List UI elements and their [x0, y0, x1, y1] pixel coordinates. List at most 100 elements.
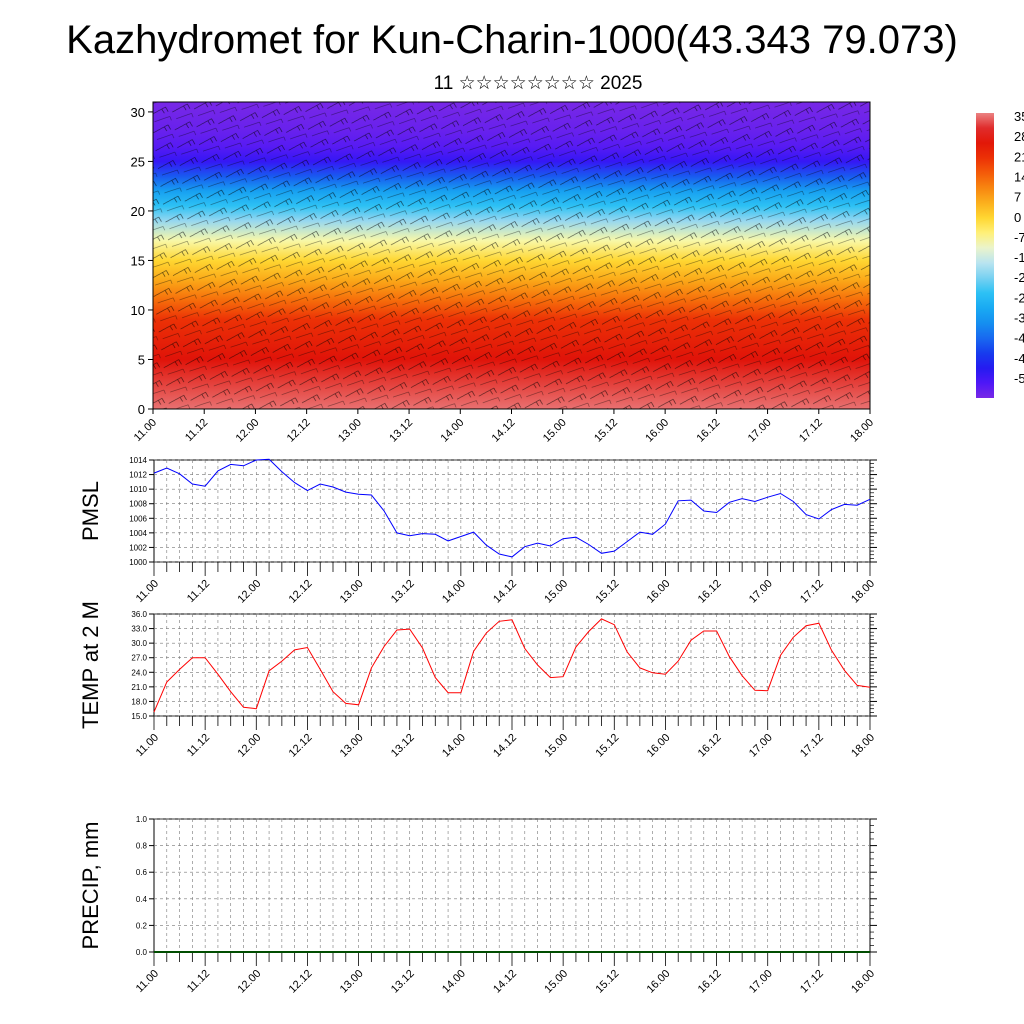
chart-subtitle: 11 ☆☆☆☆☆☆☆☆ 2025: [433, 73, 643, 94]
x-tick-label: 11.12: [185, 968, 212, 995]
y-tick-label: 1008: [129, 500, 147, 509]
colorbar-label: -35: [1014, 311, 1024, 326]
y-tick-label: 0.2: [136, 921, 148, 930]
x-tick-label: 17.12: [797, 417, 825, 445]
x-tick-label: 18.00: [848, 417, 876, 445]
x-tick-label: 14.00: [440, 968, 468, 996]
colorbar-fill: [976, 113, 994, 398]
x-tick-label: 12.00: [235, 732, 263, 760]
x-tick-label: 12.12: [287, 968, 315, 996]
colorbar-label: -49: [1014, 351, 1024, 366]
x-tick-label: 14.00: [438, 417, 466, 445]
pmsl-panel: 1000 1002 1004 1006 1008 1010 1012 1014 11.00 11.…: [78, 456, 877, 606]
colorbar-label: -21: [1014, 270, 1024, 285]
x-tick-label: 15.12: [593, 732, 621, 760]
x-tick-label: 18.00: [849, 968, 877, 996]
x-tick-label: 16.12: [696, 578, 724, 606]
wind-barbs-overlay: [153, 102, 870, 409]
y-tick-label: 5: [138, 352, 145, 367]
y-tick-label: 18.0: [131, 697, 147, 706]
x-tick-label: 16.00: [645, 732, 673, 760]
x-tick-label: 12.00: [234, 417, 262, 445]
colorbar-label: 35: [1014, 109, 1024, 124]
x-tick-label: 13.12: [389, 732, 417, 760]
x-tick-label: 16.00: [645, 968, 673, 996]
x-tick-label: 16.12: [695, 417, 723, 445]
y-tick-label: 1010: [129, 485, 147, 494]
x-tick-label: 15.00: [542, 968, 570, 996]
colorbar-label: 14: [1014, 169, 1024, 184]
x-tick-label: 15.00: [542, 578, 570, 606]
precip-panel: 0.0 0.2 0.4 0.6 0.8 1.0 11.00 11.12 12.00 12.12 13…: [78, 815, 877, 996]
y-tick-label: 1000: [129, 558, 147, 567]
y-tick-label: 27.0: [131, 654, 147, 663]
y-tick-label: 1014: [129, 456, 147, 465]
x-tick-label: 13.00: [338, 968, 366, 996]
temp-panel: 15.0 18.0 21.0 24.0 27.0 30.0 33.0 36.0 11.00 11.…: [78, 601, 877, 760]
x-tick-label: 11.12: [183, 417, 210, 444]
y-axis-label: PMSL: [78, 481, 103, 541]
colorbar-label: 0: [1014, 210, 1021, 225]
x-tick-label: 13.00: [338, 732, 366, 760]
colorbar-label: -28: [1014, 290, 1024, 305]
y-tick-label: 0.0: [136, 948, 148, 957]
y-axis-label: PRECIP, mm: [78, 822, 103, 950]
series-line: [153, 458, 871, 558]
colorbar: 35 28 21 14 7 0 -7 -14 -21 -28 -35 -42 -49 -56: [976, 109, 1024, 398]
y-tick-label: 1002: [129, 543, 147, 552]
series-line: [153, 618, 871, 713]
x-tick-label: 15.12: [592, 417, 620, 445]
colorbar-label: -14: [1014, 250, 1024, 265]
y-tick-label: 33.0: [131, 625, 147, 634]
x-tick-label: 17.00: [747, 732, 775, 760]
x-tick-label: 14.00: [440, 732, 468, 760]
y-tick-label: 30: [131, 105, 145, 120]
y-tick-label: 10: [131, 303, 145, 318]
x-tick-label: 17.00: [746, 417, 774, 445]
x-tick-label: 13.00: [338, 578, 366, 606]
y-tick-label: 15: [131, 253, 145, 268]
x-tick-label: 16.12: [696, 968, 724, 996]
x-tick-label: 16.00: [643, 417, 671, 445]
y-tick-label: 21.0: [131, 683, 147, 692]
y-tick-label: 1004: [129, 529, 147, 538]
x-tick-label: 11.12: [185, 732, 212, 759]
x-tick-label: 17.12: [798, 732, 826, 760]
y-tick-label: 30.0: [131, 639, 147, 648]
y-tick-label: 36.0: [131, 610, 147, 619]
x-tick-label: 12.00: [235, 578, 263, 606]
colorbar-label: -7: [1014, 230, 1024, 245]
x-tick-label: 14.00: [440, 578, 468, 606]
temperature-profile-heatmap: 0 5 10 15 20 25 30 11.00 11.12 12.00 12.12 13.00 13.…: [131, 101, 876, 445]
x-tick-label: 18.00: [849, 732, 877, 760]
x-tick-label: 16.12: [696, 732, 724, 760]
x-tick-label: 16.00: [645, 578, 673, 606]
colorbar-label: 21: [1014, 149, 1024, 164]
x-tick-label: 14.12: [490, 417, 518, 445]
y-tick-label: 20: [131, 204, 145, 219]
x-tick-label: 11.12: [185, 578, 212, 605]
y-tick-label: 1.0: [136, 815, 148, 824]
y-tick-label: 15.0: [131, 712, 147, 721]
colorbar-label: -42: [1014, 331, 1024, 346]
colorbar-label: -56: [1014, 371, 1024, 386]
x-tick-label: 13.00: [336, 417, 364, 445]
x-tick-label: 11.00: [134, 578, 161, 605]
x-tick-label: 15.12: [593, 968, 621, 996]
x-tick-label: 13.12: [389, 578, 417, 606]
x-tick-label: 18.00: [849, 578, 877, 606]
y-tick-label: 0: [138, 402, 145, 417]
x-tick-label: 11.00: [134, 732, 161, 759]
x-tick-label: 13.12: [389, 968, 417, 996]
x-tick-label: 14.12: [491, 732, 519, 760]
x-tick-label: 11.00: [134, 968, 161, 995]
colorbar-label: 7: [1014, 190, 1021, 205]
x-tick-label: 12.12: [287, 732, 315, 760]
x-tick-label: 17.00: [747, 578, 775, 606]
y-tick-label: 1006: [129, 514, 147, 523]
x-tick-label: 12.12: [287, 578, 315, 606]
x-tick-label: 12.12: [285, 417, 313, 445]
x-tick-label: 12.00: [235, 968, 263, 996]
y-tick-label: 0.6: [136, 868, 148, 877]
x-tick-label: 15.12: [593, 578, 621, 606]
